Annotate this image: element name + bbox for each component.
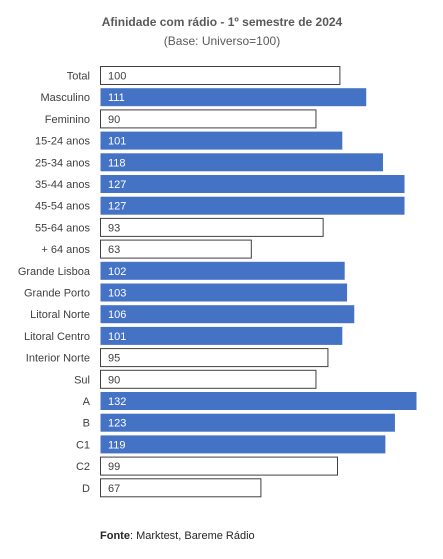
- category-label-9: Grande Lisboa: [18, 266, 91, 278]
- category-label-16: B: [83, 418, 90, 430]
- value-label-17: 119: [108, 439, 126, 451]
- category-label-13: Interior Norte: [26, 353, 90, 365]
- category-label-3: 15-24 anos: [35, 136, 91, 148]
- value-label-1: 111: [108, 92, 125, 104]
- bar-0: [100, 66, 341, 85]
- bar-13: [100, 348, 329, 368]
- bars-group: Total 100 Masculino 111 Feminino 90 15-24 anos…: [18, 66, 417, 498]
- category-label-10: Grande Porto: [24, 288, 90, 300]
- value-label-13: 95: [108, 353, 120, 365]
- value-label-2: 90: [108, 114, 120, 126]
- value-label-9: 102: [108, 266, 126, 278]
- chart-title: Afinidade com rádio - 1º semestre de 202…: [102, 15, 343, 29]
- value-label-10: 103: [108, 288, 126, 300]
- bar-3: [100, 131, 343, 150]
- value-label-18: 99: [108, 461, 120, 473]
- category-label-12: Litoral Centro: [24, 331, 90, 343]
- value-label-3: 101: [108, 136, 126, 148]
- chart-subtitle: (Base: Universo=100): [164, 34, 280, 48]
- source-note: Fonte: Marktest, Bareme Rádio: [100, 530, 255, 542]
- source-label: Fonte: [100, 530, 130, 542]
- bar-14: [100, 369, 317, 389]
- category-label-4: 25-34 anos: [35, 157, 91, 169]
- category-label-14: Sul: [74, 374, 90, 386]
- bar-2: [100, 109, 317, 129]
- value-label-5: 127: [108, 179, 126, 191]
- category-label-2: Feminino: [45, 114, 90, 126]
- bar-19: [100, 478, 262, 498]
- category-label-0: Total: [67, 71, 90, 83]
- category-label-17: C1: [76, 439, 90, 451]
- value-label-4: 118: [108, 157, 126, 169]
- value-label-12: 101: [108, 331, 126, 343]
- bar-11: [100, 305, 355, 324]
- bar-1: [100, 88, 367, 107]
- bar-18: [100, 456, 338, 476]
- bar-12: [100, 326, 343, 345]
- bar-10: [100, 283, 348, 302]
- source-text: : Marktest, Bareme Rádio: [130, 530, 255, 542]
- value-label-0: 100: [108, 71, 126, 83]
- value-label-15: 132: [108, 396, 126, 408]
- category-label-11: Litoral Norte: [30, 309, 90, 321]
- category-label-6: 45-54 anos: [35, 201, 91, 213]
- bar-17: [100, 435, 386, 454]
- bar-16: [100, 413, 395, 432]
- bar-6: [100, 196, 405, 215]
- bar-5: [100, 175, 405, 193]
- bar-7: [100, 217, 324, 237]
- bar-8: [100, 239, 252, 259]
- category-label-15: A: [83, 396, 91, 408]
- bar-15: [100, 392, 417, 410]
- value-label-8: 63: [108, 244, 120, 256]
- category-label-19: D: [82, 483, 90, 495]
- category-label-18: C2: [76, 461, 90, 473]
- category-label-1: Masculino: [40, 92, 90, 104]
- value-label-16: 123: [108, 418, 126, 430]
- value-label-19: 67: [108, 483, 120, 495]
- category-label-8: + 64 anos: [41, 244, 90, 256]
- value-label-11: 106: [108, 309, 126, 321]
- category-label-5: 35-44 anos: [35, 179, 91, 191]
- value-label-14: 90: [108, 374, 120, 386]
- value-label-7: 93: [108, 222, 120, 234]
- value-label-6: 127: [108, 201, 126, 213]
- category-label-7: 55-64 anos: [35, 222, 91, 234]
- bar-4: [100, 153, 383, 172]
- bar-9: [100, 261, 345, 280]
